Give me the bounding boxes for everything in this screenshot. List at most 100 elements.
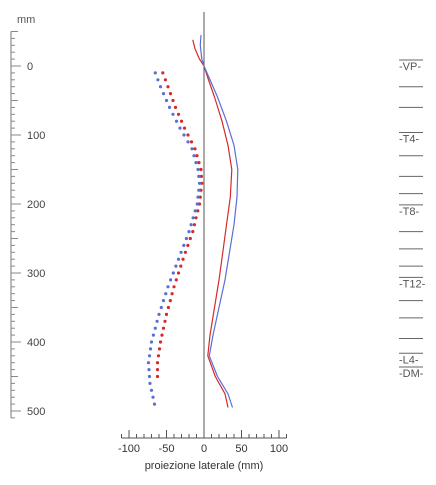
- series-dot: [159, 305, 163, 310]
- vertebral-levels: -VP- -T4- -T8- -T12- -L4- -DM-: [399, 59, 426, 380]
- series-dot: [147, 354, 152, 358]
- series-dot: [182, 126, 187, 130]
- series-dot: [199, 174, 203, 178]
- series-dot: [176, 271, 181, 275]
- series-dot: [147, 368, 151, 372]
- series-dot: [193, 209, 197, 213]
- ruler-tick-label: 200: [27, 199, 45, 211]
- series-dot: [199, 167, 203, 172]
- series-dot: [189, 140, 194, 144]
- series-dot: [197, 161, 201, 165]
- x-axis-label: proiezione laterale (mm): [145, 460, 264, 472]
- series-dot: [195, 202, 199, 206]
- ruler-tick-label: 300: [27, 268, 45, 280]
- series-dot: [172, 285, 176, 289]
- series-dot: [196, 209, 200, 213]
- series-dot: [173, 105, 178, 109]
- series-dot: [192, 154, 196, 158]
- vertical-mm-ruler: 0 100 200 300 400 500: [10, 31, 45, 419]
- level-label: -L4-: [399, 354, 419, 366]
- x-tick-label: -100: [118, 443, 140, 455]
- series-dot: [164, 312, 169, 316]
- series-dot: [153, 71, 157, 75]
- series-line-1: [199, 34, 239, 408]
- series-dot: [182, 243, 186, 247]
- series-dot: [199, 188, 203, 192]
- series-dot: [169, 278, 173, 282]
- series-dot: [164, 98, 169, 103]
- ruler-tick-label: 400: [27, 337, 45, 349]
- series-dot: [152, 402, 157, 406]
- series-dot: [198, 195, 202, 199]
- series-dot: [164, 292, 168, 296]
- series-dot: [197, 181, 202, 185]
- series-dot: [167, 105, 172, 109]
- series-dot: [148, 381, 152, 385]
- series-dot: [151, 395, 155, 399]
- ruler-tick-label: 100: [27, 130, 45, 142]
- y-unit-label: mm: [17, 14, 35, 26]
- level-label: -DM-: [399, 368, 424, 380]
- series-dot: [149, 388, 154, 392]
- series-dot: [197, 174, 201, 178]
- series-dot: [178, 126, 182, 130]
- series-dot: [196, 167, 200, 172]
- series-dot: [156, 78, 160, 82]
- series-layer: [146, 34, 239, 408]
- series-dot: [161, 299, 166, 303]
- series-dot: [174, 278, 178, 282]
- series-dot: [183, 250, 187, 254]
- series-dot: [160, 333, 164, 337]
- ruler-tick-label: 0: [27, 61, 33, 73]
- series-dotted-2: [155, 71, 204, 379]
- series-dot: [163, 78, 167, 82]
- series-dot: [195, 154, 199, 158]
- x-tick-label: 100: [270, 443, 288, 455]
- series-dot: [147, 374, 152, 379]
- series-dot: [197, 188, 201, 192]
- series-dot: [194, 161, 198, 165]
- series-dot: [191, 216, 195, 220]
- series-dot: [158, 340, 163, 344]
- series-dot: [155, 361, 160, 365]
- level-label: -T8-: [399, 206, 420, 218]
- series-dot: [153, 326, 157, 330]
- series-dot: [171, 271, 175, 275]
- series-dot: [200, 181, 204, 185]
- series-dot: [181, 257, 185, 261]
- series-dot: [182, 133, 186, 137]
- series-dot: [161, 326, 166, 330]
- series-dot: [155, 319, 159, 323]
- series-dot: [186, 140, 190, 144]
- series-dotted-3: [146, 71, 202, 406]
- series-dot: [179, 264, 183, 268]
- series-dot: [166, 85, 170, 89]
- x-tick-label: 50: [235, 443, 247, 455]
- series-dot: [166, 285, 170, 289]
- series-dot: [184, 236, 188, 241]
- series-dot: [186, 243, 190, 247]
- series-dot: [174, 264, 178, 268]
- series-dot: [188, 236, 192, 241]
- series-dot: [149, 340, 154, 344]
- series-dot: [186, 133, 190, 137]
- x-tick-label: -50: [159, 443, 175, 455]
- series-dot: [170, 292, 174, 296]
- series-dot: [179, 250, 183, 254]
- series-dot: [192, 223, 196, 227]
- series-dot: [197, 202, 202, 206]
- series-dot: [161, 71, 165, 75]
- level-label: -T12-: [399, 278, 426, 290]
- level-label: -VP-: [399, 61, 421, 73]
- series-dot: [176, 112, 181, 116]
- series-dot: [174, 119, 179, 123]
- series-dot: [189, 223, 193, 227]
- series-dot: [163, 319, 167, 323]
- series-dot: [155, 374, 160, 379]
- series-dot: [179, 119, 184, 123]
- chart-axes: -100 -50 0 50 100: [118, 12, 288, 455]
- series-dot: [176, 257, 181, 261]
- series-dot: [157, 347, 162, 351]
- series-dot: [187, 230, 191, 234]
